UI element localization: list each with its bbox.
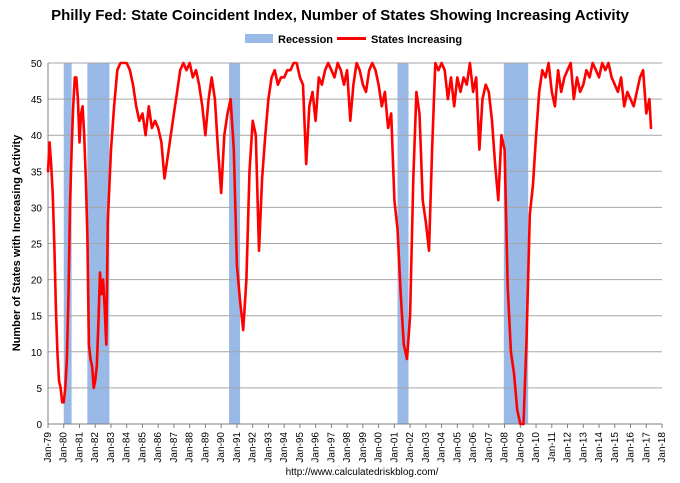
x-tick-label-Jan-87: Jan-87	[169, 432, 180, 463]
x-tick-label-Jan-81: Jan-81	[74, 432, 85, 463]
x-tick-label-Jan-10: Jan-10	[531, 432, 542, 463]
x-tick-label-Jan-83: Jan-83	[106, 432, 117, 463]
x-tick-label-Jan-11: Jan-11	[547, 432, 558, 462]
x-tick-label-Jan-13: Jan-13	[578, 432, 589, 463]
x-tick-label-Jan-09: Jan-09	[515, 432, 526, 463]
x-tick-label-Jan-94: Jan-94	[279, 432, 290, 463]
x-tick-label-Jan-88: Jan-88	[185, 432, 196, 463]
legend: Recession States Increasing	[245, 34, 462, 46]
x-tick-label-Jan-98: Jan-98	[342, 432, 353, 463]
x-tick-label-Jan-15: Jan-15	[610, 432, 621, 463]
x-tick-label-Jan-08: Jan-08	[500, 432, 511, 463]
x-tick-label-Jan-18: Jan-18	[657, 432, 668, 463]
legend-label-states-increasing: States Increasing	[371, 34, 462, 46]
x-tick-label-Jan-96: Jan-96	[311, 432, 322, 463]
chart-title: Philly Fed: State Coincident Index, Numb…	[51, 7, 630, 24]
y-tick-label-50: 50	[31, 59, 43, 70]
y-tick-label-35: 35	[31, 167, 43, 178]
legend-label-recession: Recession	[278, 34, 333, 46]
x-tick-label-Jan-02: Jan-02	[405, 432, 416, 463]
x-tick-label-Jan-79: Jan-79	[43, 432, 54, 463]
x-tick-label-Jan-91: Jan-91	[232, 432, 243, 463]
series-line-states-increasing	[46, 61, 653, 426]
x-tick-label-Jan-03: Jan-03	[421, 432, 432, 463]
y-tick-label-5: 5	[36, 384, 42, 395]
y-tick-label-25: 25	[31, 240, 43, 251]
x-tick-label-Jan-12: Jan-12	[563, 432, 574, 463]
y-tick-label-45: 45	[31, 95, 43, 106]
y-tick-label-10: 10	[31, 348, 43, 359]
x-tick-label-Jan-89: Jan-89	[200, 432, 211, 463]
x-tick-label-Jan-84: Jan-84	[122, 432, 133, 463]
legend-swatch-recession	[245, 34, 273, 43]
source-url: http://www.calculatedriskblog.com/	[286, 467, 439, 478]
x-tick-label-Jan-14: Jan-14	[594, 432, 605, 463]
x-tick-label-Jan-06: Jan-06	[468, 432, 479, 463]
x-tick-label-Jan-86: Jan-86	[153, 432, 164, 463]
x-tick-label-Jan-90: Jan-90	[216, 432, 227, 463]
x-tick-label-Jan-85: Jan-85	[137, 432, 148, 463]
x-tick-label-Jan-17: Jan-17	[641, 432, 652, 463]
y-axis-label: Number of States with Increasing Activit…	[11, 134, 23, 351]
x-tick-label-Jan-82: Jan-82	[90, 432, 101, 463]
y-tick-label-40: 40	[31, 131, 43, 142]
y-tick-label-0: 0	[36, 420, 42, 431]
y-tick-label-15: 15	[31, 312, 43, 323]
x-tick-label-Jan-97: Jan-97	[326, 432, 337, 463]
y-tick-label-30: 30	[31, 203, 43, 214]
x-tick-label-Jan-93: Jan-93	[263, 432, 274, 463]
x-tick-label-Jan-92: Jan-92	[248, 432, 259, 463]
x-tick-label-Jan-99: Jan-99	[358, 432, 369, 463]
x-tick-label-Jan-16: Jan-16	[626, 432, 637, 463]
x-tick-label-Jan-95: Jan-95	[295, 432, 306, 463]
plot-area: 0 5 10 15 20 25 30 35 40 45 50 Jan-79 Jan-80 Jan-81 Ja…	[31, 59, 668, 463]
x-tick-label-Jan-04: Jan-04	[437, 432, 448, 463]
x-tick-label-Jan-00: Jan-00	[374, 432, 385, 463]
x-tick-label-Jan-01: Jan-01	[389, 432, 400, 463]
x-tick-label-Jan-80: Jan-80	[59, 432, 70, 463]
y-tick-label-20: 20	[31, 276, 43, 287]
x-tick-label-Jan-07: Jan-07	[484, 432, 495, 463]
x-tick-label-Jan-05: Jan-05	[452, 432, 463, 463]
